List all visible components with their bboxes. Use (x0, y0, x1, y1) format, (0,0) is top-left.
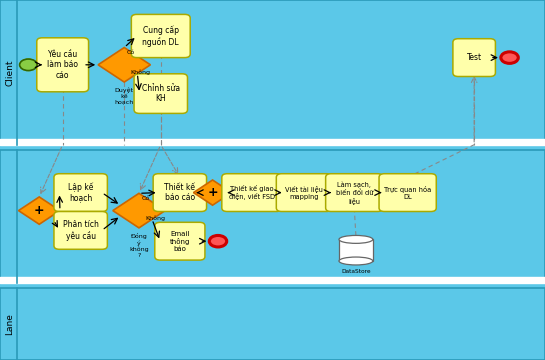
Text: Viết tài liệu
mapping: Viết tài liệu mapping (285, 186, 323, 199)
Text: Có: Có (142, 196, 150, 201)
Text: Trực quan hóa
DL: Trực quan hóa DL (384, 186, 431, 199)
Text: Không: Không (131, 69, 151, 75)
Text: Chỉnh sửa
KH: Chỉnh sửa KH (142, 84, 180, 103)
FancyBboxPatch shape (326, 174, 383, 211)
Circle shape (209, 235, 227, 247)
FancyBboxPatch shape (37, 38, 89, 92)
Text: Email
thông
báo: Email thông báo (169, 231, 190, 252)
Ellipse shape (339, 235, 373, 243)
FancyBboxPatch shape (222, 174, 282, 211)
FancyBboxPatch shape (339, 239, 373, 261)
Polygon shape (98, 48, 150, 82)
Text: +: + (34, 204, 45, 217)
Text: Không: Không (146, 215, 166, 221)
Text: Đồng
ý
không
?: Đồng ý không ? (129, 233, 149, 258)
Text: Cung cấp
nguồn DL: Cung cấp nguồn DL (142, 26, 179, 46)
Bar (0, 150, 545, 283)
Text: Có: Có (127, 50, 135, 55)
Bar (0, 288, 545, 360)
Polygon shape (113, 193, 165, 228)
FancyBboxPatch shape (153, 174, 207, 211)
Text: DataStore: DataStore (341, 269, 371, 274)
Text: Client: Client (5, 59, 14, 86)
Polygon shape (193, 180, 232, 205)
Circle shape (20, 59, 37, 71)
Ellipse shape (339, 257, 373, 265)
Text: Thiết kế giao
diện, viết FSD: Thiết kế giao diện, viết FSD (229, 185, 275, 200)
FancyBboxPatch shape (131, 14, 190, 58)
Text: Test: Test (467, 53, 482, 62)
FancyBboxPatch shape (155, 222, 205, 260)
FancyBboxPatch shape (276, 174, 332, 211)
Polygon shape (19, 197, 60, 224)
Text: Lập kế
hoạch: Lập kế hoạch (68, 183, 93, 203)
Text: Duyệt
kế
hoạch: Duyệt kế hoạch (114, 87, 134, 104)
Bar (0, 0, 545, 145)
FancyBboxPatch shape (54, 211, 107, 249)
Text: Yêu cầu
làm báo
cáo: Yêu cầu làm báo cáo (47, 50, 78, 80)
FancyBboxPatch shape (379, 174, 436, 211)
Text: Lane: Lane (5, 313, 14, 335)
FancyBboxPatch shape (54, 174, 107, 211)
FancyBboxPatch shape (453, 39, 495, 77)
Text: Thiết kế
báo cáo: Thiết kế báo cáo (165, 183, 195, 202)
Text: +: + (207, 186, 218, 199)
Text: Làm sạch,
biến đổi dữ
liệu: Làm sạch, biến đổi dữ liệu (336, 181, 373, 204)
Circle shape (501, 52, 518, 63)
FancyBboxPatch shape (134, 74, 187, 113)
Text: Phân tích
yêu cầu: Phân tích yêu cầu (63, 220, 99, 241)
